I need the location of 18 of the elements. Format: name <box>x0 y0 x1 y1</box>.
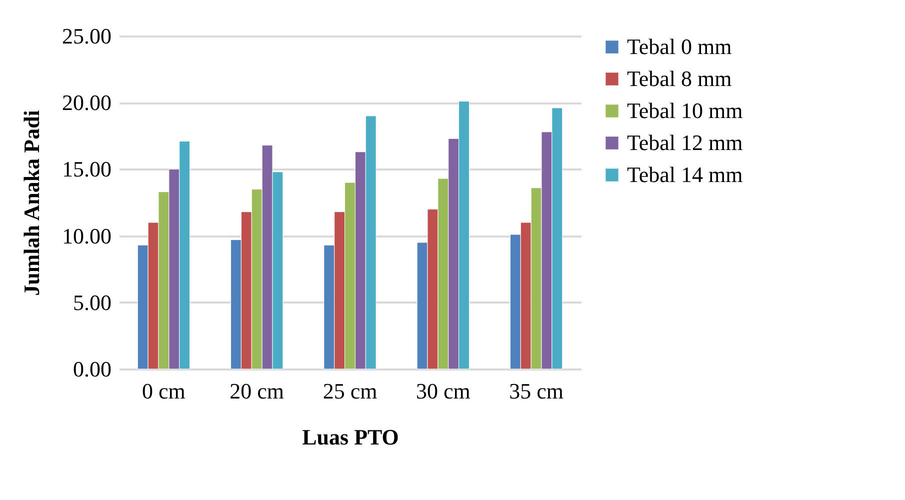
y-tick-label: 5.00 <box>73 290 112 315</box>
legend-label: Tebal 10 mm <box>627 98 743 123</box>
x-axis-title: Luas PTO <box>302 424 399 450</box>
legend-label: Tebal 14 mm <box>627 162 743 187</box>
legend-label: Tebal 0 mm <box>627 34 732 59</box>
y-tick-label: 10.00 <box>62 223 112 248</box>
x-tick-label: 35 cm <box>509 378 564 404</box>
y-tick-label: 0.00 <box>73 356 112 382</box>
x-tick-label: 25 cm <box>322 378 378 404</box>
y-tick-label: 25.00 <box>62 24 112 48</box>
x-tick-label: 20 cm <box>230 378 284 404</box>
y-tick-label: 20.00 <box>62 90 112 116</box>
y-axis-title: Jumlah Anaka Padi <box>19 110 44 296</box>
legend-label: Tebal 12 mm <box>627 130 743 155</box>
legend-label: Tebal 8 mm <box>627 66 732 91</box>
x-tick-label: 30 cm <box>416 378 470 404</box>
y-tick-label: 15.00 <box>62 156 112 182</box>
x-tick-label: 0 cm <box>142 378 186 404</box>
